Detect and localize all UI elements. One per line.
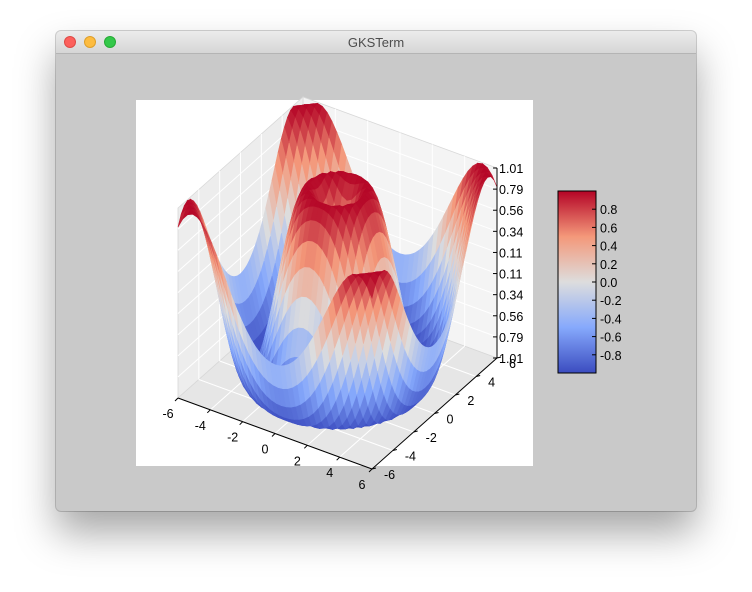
y-tick xyxy=(434,412,439,414)
colorbar-gradient xyxy=(557,190,597,374)
y-tick xyxy=(496,356,502,359)
x-tick-label: 4 xyxy=(326,466,333,480)
x-tick-label: -4 xyxy=(195,419,206,433)
y-tick-label: 6 xyxy=(509,357,516,371)
colorbar: 0.8 0.6 0.4 0.2 0.0 -0.2 -0.4 -0.6 -0.8 xyxy=(557,190,622,374)
z-tick-label: 0.79 xyxy=(499,183,523,197)
x-tick-label: -2 xyxy=(227,431,238,445)
x-tick-label: 6 xyxy=(359,478,366,492)
x-tick xyxy=(206,409,211,414)
window-title: GKSTerm xyxy=(347,35,405,50)
x-tick-label: -6 xyxy=(162,407,173,421)
y-tick-label: -4 xyxy=(405,450,416,464)
z-tick-label: 1.01 xyxy=(499,352,523,366)
z-tick-label: 0.34 xyxy=(499,225,523,239)
z-tick-label: 0.79 xyxy=(499,331,523,345)
y-tick xyxy=(476,375,481,377)
surface-mesh xyxy=(177,102,498,430)
title-bar[interactable]: GKSTerm xyxy=(56,31,696,54)
z-tick-label: 0.56 xyxy=(499,310,523,324)
surface-patch xyxy=(366,276,376,300)
z-tick-label: 0.11 xyxy=(499,268,522,282)
y-tick-label: -6 xyxy=(384,468,395,482)
colorbar-tick-label: 0.6 xyxy=(600,221,617,235)
colorbar-tick-label: 0.0 xyxy=(600,276,617,290)
y-tick-label: 4 xyxy=(488,376,495,390)
colorbar-tick-label: -0.6 xyxy=(600,331,622,345)
colorbar-tick-label: 0.8 xyxy=(600,203,617,217)
z-tick-label: 0.11 xyxy=(499,246,522,260)
close-button[interactable] xyxy=(64,36,76,48)
x-tick xyxy=(271,433,276,437)
x-tick xyxy=(368,468,373,473)
colorbar-tick-label: 0.4 xyxy=(600,240,617,254)
y-tick xyxy=(455,393,460,396)
y-tick xyxy=(413,430,418,433)
y-tick xyxy=(371,467,377,470)
x-tick xyxy=(239,421,244,426)
z-tick-label: 1.01 xyxy=(499,162,523,176)
y-tick-label: -2 xyxy=(426,431,437,445)
window-content: -6 -4 -2 0 2 4 6 -6 -4 -2 0 2 4 6 1.01 0.79 0.56 0.34 0.11… xyxy=(56,54,696,511)
colorbar-tick-label: -0.8 xyxy=(600,349,622,363)
z-tick-label: 0.34 xyxy=(499,289,523,303)
x-tick xyxy=(174,397,179,402)
axes-layer: -6-4-20246-6-4-202461.010.790.560.340.11… xyxy=(162,162,523,492)
gksterm-window: GKSTerm -6 -4 -2 0 2 4 6 -6 -4 -2 0 2 4 6 1.01 0.79 0.56… xyxy=(56,31,696,511)
minimize-button[interactable] xyxy=(84,36,96,48)
x-tick xyxy=(336,456,341,461)
colorbar-tick-label: -0.2 xyxy=(600,294,622,308)
surface-plot: -6-4-20246-6-4-202461.010.790.560.340.11… xyxy=(162,96,622,492)
x-tick-label: 0 xyxy=(262,443,269,457)
x-tick-label: 2 xyxy=(294,454,301,468)
z-tick-label: 0.56 xyxy=(499,204,523,218)
zoom-button[interactable] xyxy=(104,36,116,48)
y-tick xyxy=(392,449,397,451)
colorbar-tick-label: 0.2 xyxy=(600,258,617,272)
colorbar-tick-label: -0.4 xyxy=(600,312,622,326)
y-tick-label: 0 xyxy=(447,413,454,427)
y-tick-label: 2 xyxy=(467,394,474,408)
x-tick xyxy=(303,444,308,449)
